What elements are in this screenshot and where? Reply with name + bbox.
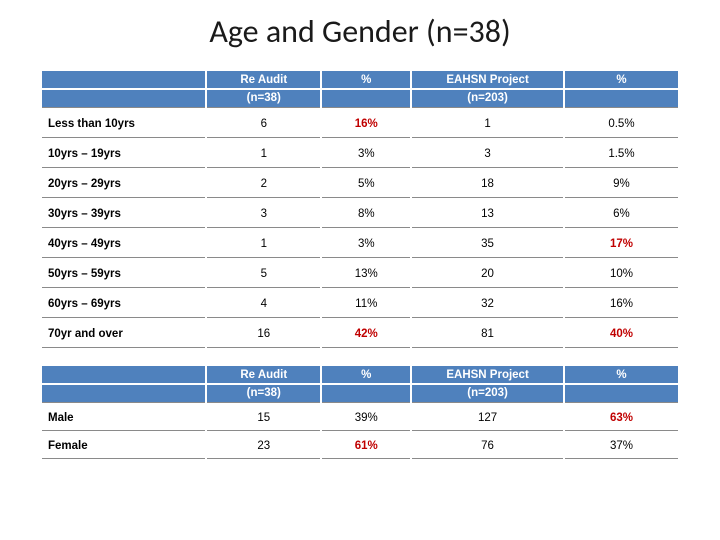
eahsn-value: 81 [412,320,563,348]
header-pct2: % [565,366,678,383]
header-reaudit-n: (n=38) [207,385,320,403]
eahsn-pct: 9% [565,170,678,198]
header-eahsn-n: (n=203) [412,90,563,108]
eahsn-value: 18 [412,170,563,198]
header-pct1: % [322,71,410,88]
table-row: 30yrs – 39yrs38%136% [42,200,678,228]
table-row: 40yrs – 49yrs13%3517% [42,230,678,258]
row-label: 50yrs – 59yrs [42,260,205,288]
reaudit-value: 1 [207,230,320,258]
header-blank [42,90,205,108]
reaudit-pct: 16% [322,110,410,138]
reaudit-value: 1 [207,140,320,168]
reaudit-pct: 3% [322,230,410,258]
gender-table: Re Audit % EAHSN Project % (n=38) (n=203… [40,364,680,461]
row-label: 30yrs – 39yrs [42,200,205,228]
age-table: Re Audit % EAHSN Project % (n=38) (n=203… [40,69,680,350]
eahsn-pct: 1.5% [565,140,678,168]
table-row: 20yrs – 29yrs25%189% [42,170,678,198]
reaudit-value: 4 [207,290,320,318]
eahsn-pct: 17% [565,230,678,258]
eahsn-value: 3 [412,140,563,168]
header-blank [565,385,678,403]
table-row: 70yr and over1642%8140% [42,320,678,348]
table-row: 10yrs – 19yrs13%31.5% [42,140,678,168]
eahsn-pct: 6% [565,200,678,228]
header-blank [42,385,205,403]
table-row: Female2361%7637% [42,433,678,459]
table-row: 50yrs – 59yrs513%2010% [42,260,678,288]
row-label: 10yrs – 19yrs [42,140,205,168]
row-label: Female [42,433,205,459]
reaudit-pct: 5% [322,170,410,198]
header-eahsn: EAHSN Project [412,366,563,383]
eahsn-value: 76 [412,433,563,459]
eahsn-pct: 16% [565,290,678,318]
slide-title: Age and Gender (n=38) [40,12,680,51]
header-blank [42,71,205,88]
reaudit-pct: 42% [322,320,410,348]
row-label: 60yrs – 69yrs [42,290,205,318]
eahsn-pct: 40% [565,320,678,348]
reaudit-value: 2 [207,170,320,198]
header-reaudit-n: (n=38) [207,90,320,108]
reaudit-value: 16 [207,320,320,348]
reaudit-pct: 8% [322,200,410,228]
eahsn-value: 32 [412,290,563,318]
eahsn-value: 20 [412,260,563,288]
header-blank [42,366,205,383]
eahsn-value: 35 [412,230,563,258]
eahsn-value: 13 [412,200,563,228]
row-label: 40yrs – 49yrs [42,230,205,258]
header-reaudit: Re Audit [207,366,320,383]
table-row: 60yrs – 69yrs411%3216% [42,290,678,318]
row-label: Male [42,405,205,431]
table-row: Male1539%12763% [42,405,678,431]
eahsn-value: 1 [412,110,563,138]
reaudit-value: 6 [207,110,320,138]
table-row: Less than 10yrs616%10.5% [42,110,678,138]
header-reaudit: Re Audit [207,71,320,88]
reaudit-pct: 11% [322,290,410,318]
header-blank [322,385,410,403]
row-label: 70yr and over [42,320,205,348]
header-blank [322,90,410,108]
reaudit-value: 15 [207,405,320,431]
header-eahsn-n: (n=203) [412,385,563,403]
reaudit-value: 3 [207,200,320,228]
reaudit-pct: 13% [322,260,410,288]
row-label: Less than 10yrs [42,110,205,138]
row-label: 20yrs – 29yrs [42,170,205,198]
header-blank [565,90,678,108]
header-eahsn: EAHSN Project [412,71,563,88]
eahsn-pct: 0.5% [565,110,678,138]
reaudit-pct: 39% [322,405,410,431]
reaudit-value: 5 [207,260,320,288]
eahsn-pct: 63% [565,405,678,431]
reaudit-value: 23 [207,433,320,459]
eahsn-pct: 37% [565,433,678,459]
header-pct1: % [322,366,410,383]
eahsn-pct: 10% [565,260,678,288]
reaudit-pct: 3% [322,140,410,168]
reaudit-pct: 61% [322,433,410,459]
eahsn-value: 127 [412,405,563,431]
header-pct2: % [565,71,678,88]
